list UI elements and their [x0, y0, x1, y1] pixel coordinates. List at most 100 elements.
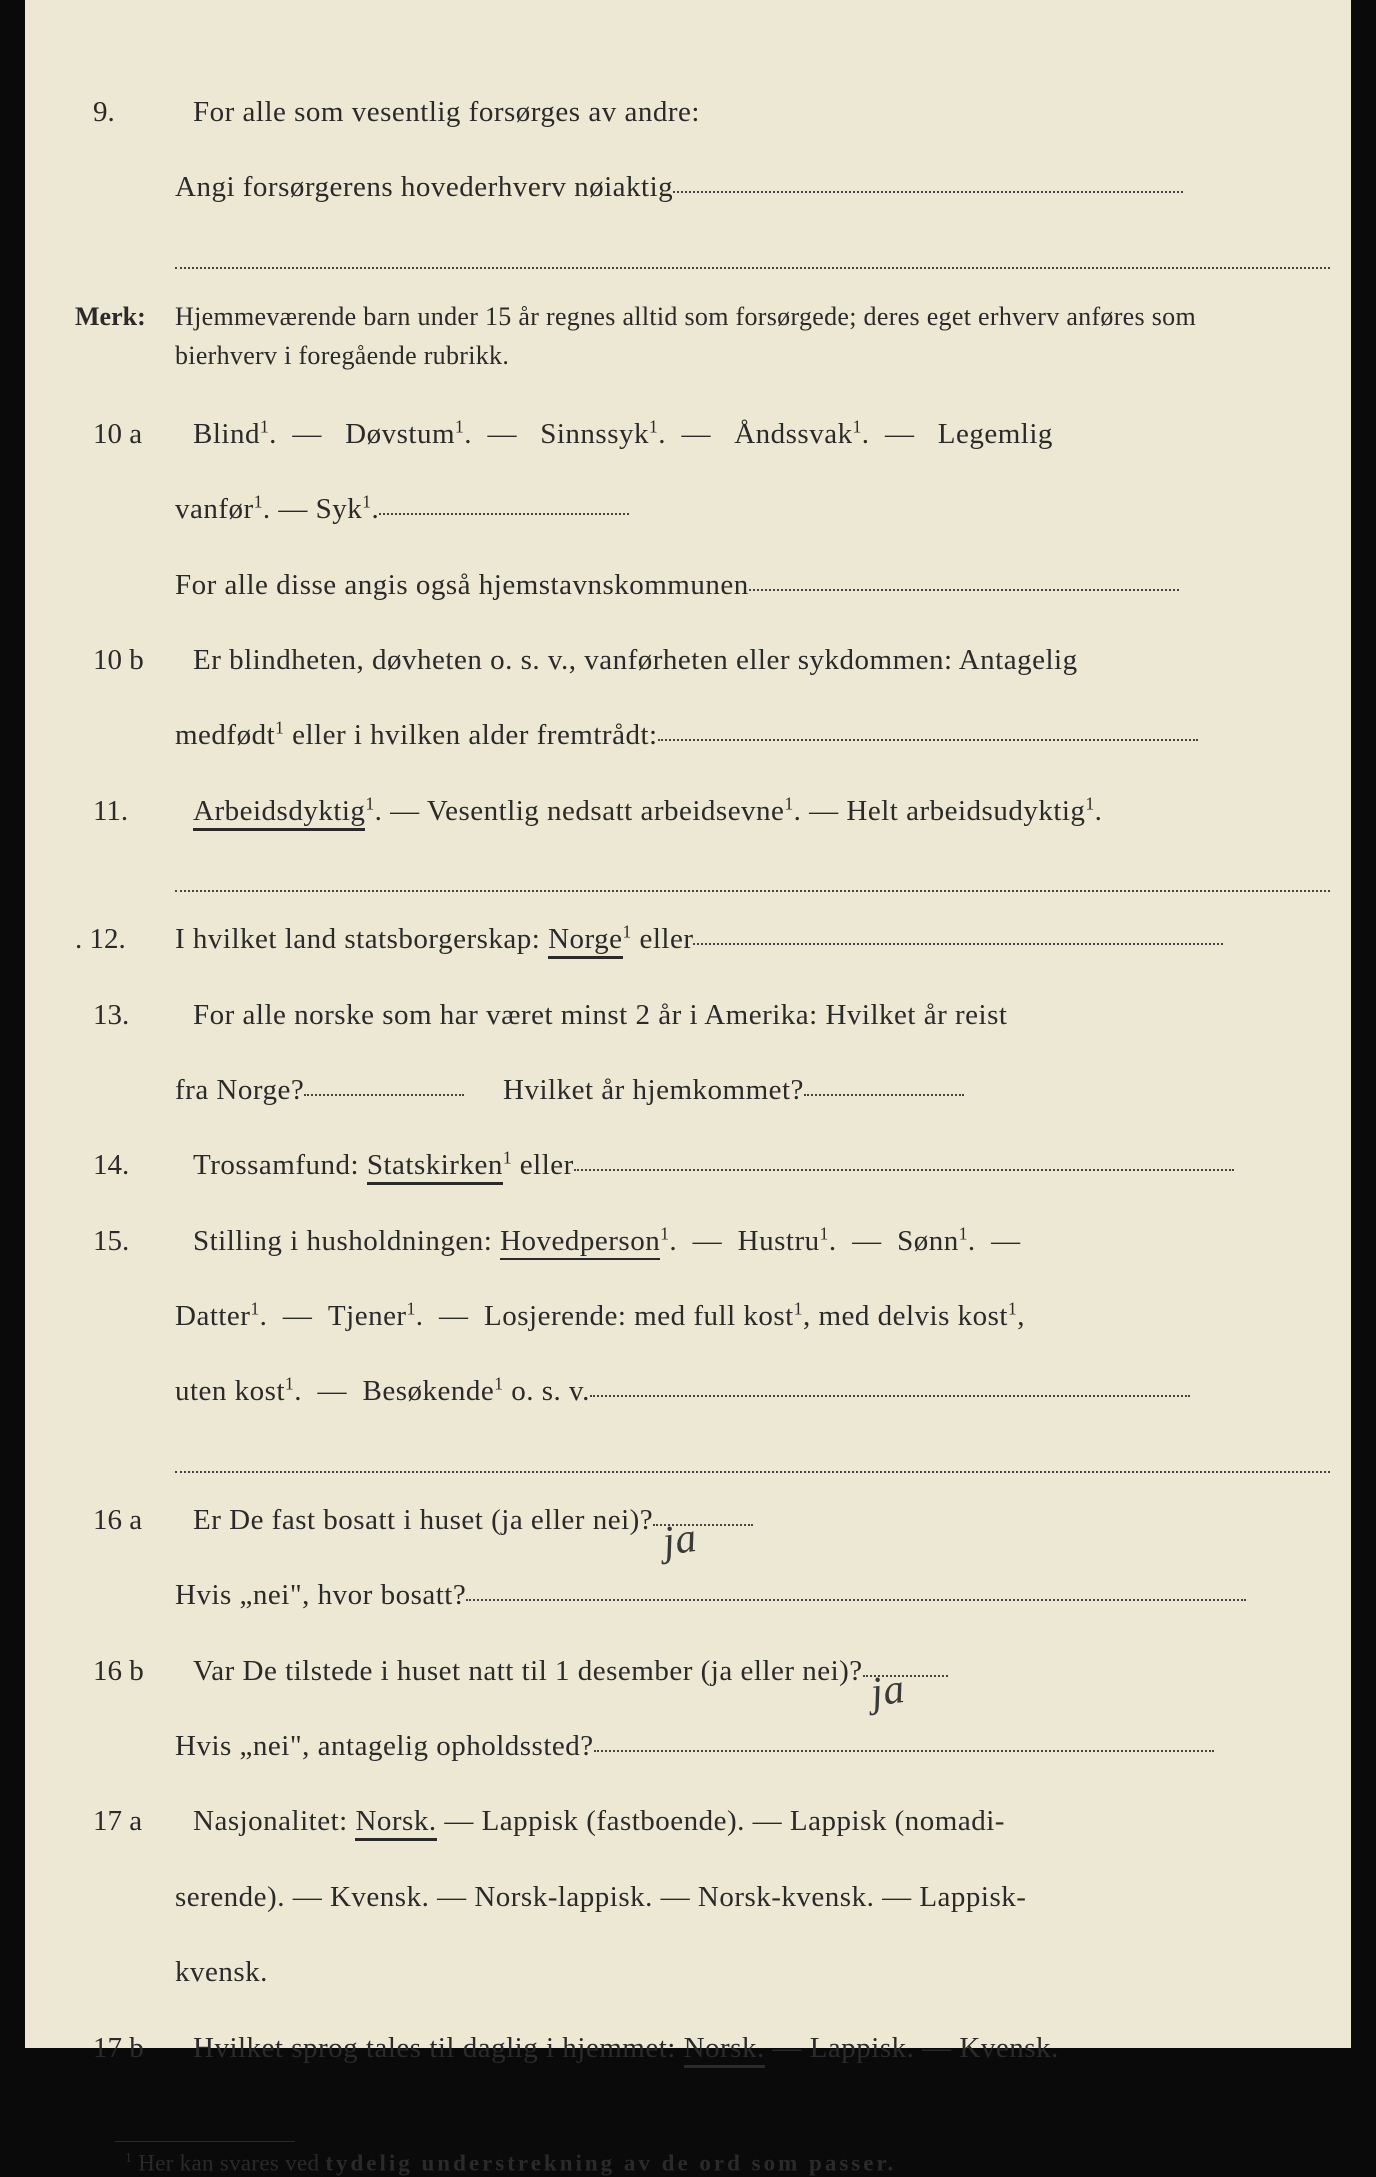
merk-row: Merk: Hjemmeværende barn under 15 år reg… [75, 297, 1291, 375]
q17a-content: Nasjonalitet: Norsk. — Lappisk (fastboen… [193, 1784, 1291, 1859]
q16b-fill1[interactable]: ja [863, 1672, 948, 1677]
q15-sonn: Sønn [897, 1225, 959, 1257]
q13-row: 13. For alle norske som har været minst … [75, 978, 1291, 1053]
q14-content: Trossamfund: Statskirken1 eller [193, 1128, 1291, 1203]
q10a-row: 10 a Blind1. — Døvstum1. — Sinnssyk1. — … [75, 397, 1291, 472]
q10a-fill1[interactable] [379, 510, 629, 515]
q13-fill2[interactable] [804, 1091, 964, 1096]
q17a-line2: serende). — Kvensk. — Norsk-lappisk. — N… [175, 1860, 1291, 1935]
q12-post: eller [632, 923, 694, 955]
q11-content: Arbeidsdyktig1. — Vesentlig nedsatt arbe… [193, 774, 1291, 849]
q16b-fill2[interactable] [594, 1747, 1214, 1752]
merk-label: Merk: [75, 297, 175, 336]
q12-norge: Norge [548, 923, 622, 959]
q10a-line2: vanfør1. — Syk1. [175, 472, 1291, 547]
q11-fill[interactable] [175, 889, 1330, 892]
q10a-line3: For alle disse angis også hjemstavnskomm… [175, 569, 749, 601]
q16b-line1: Var De tilstede i huset natt til 1 desem… [193, 1655, 863, 1687]
q15-content: Stilling i husholdningen: Hovedperson1. … [193, 1204, 1291, 1279]
q15-hustru: Hustru [738, 1225, 820, 1257]
q15-line2: Datter1. — Tjener1. — Losjerende: med fu… [175, 1279, 1291, 1354]
q9-line1: For alle som vesentlig forsørges av andr… [193, 75, 1291, 150]
q12-row: . 12. I hvilket land statsborgerskap: No… [75, 902, 1291, 977]
q16a-fill2[interactable] [466, 1596, 1246, 1601]
q17a-line3: kvensk. [175, 1935, 1291, 2010]
q15-tjener: Tjener [328, 1300, 407, 1332]
q12-content: I hvilket land statsborgerskap: Norge1 e… [175, 902, 1291, 977]
q16b-line2-wrap: Hvis „nei", antagelig opholdssted? [175, 1709, 1291, 1784]
q12-fill[interactable] [693, 940, 1223, 945]
q10a-legemlig: Legemlig [938, 418, 1053, 450]
footnote-text: Her kan svares ved [132, 2151, 325, 2176]
q15-line3: uten kost1. — Besøkende1 o. s. v. [175, 1354, 1291, 1429]
q13-fill1[interactable] [304, 1091, 464, 1096]
q15-besokende: Besøkende [362, 1375, 494, 1407]
footnote-bold: tydelig understrekning av de ord som pas… [325, 2151, 896, 2176]
q17a-norsk: Norsk. [355, 1805, 436, 1841]
q11-nedsatt: Vesentlig nedsatt arbeidsevne [427, 795, 785, 827]
q13-line1: For alle norske som har været minst 2 år… [193, 978, 1291, 1053]
q16a-line1: Er De fast bosatt i huset (ja eller nei)… [193, 1504, 653, 1536]
q16a-fill1[interactable]: ja [653, 1521, 753, 1526]
q10a-syk: Syk [316, 493, 363, 525]
q15-fill[interactable] [590, 1392, 1190, 1397]
q14-post: eller [512, 1149, 574, 1181]
merk-text: Hjemmeværende barn under 15 år regnes al… [175, 297, 1291, 375]
q10b-line1: Er blindheten, døvheten o. s. v., vanfør… [193, 623, 1291, 698]
q9-fill-2[interactable] [175, 266, 1330, 269]
q10a-line3-wrap: For alle disse angis også hjemstavnskomm… [175, 548, 1291, 623]
q17b-row: 17 b Hvilket sprog tales til daglig i hj… [75, 2011, 1291, 2086]
q16a-line2-wrap: Hvis „nei", hvor bosatt? [175, 1558, 1291, 1633]
q15-hovedperson: Hovedperson [500, 1225, 660, 1260]
q11-row: 11. Arbeidsdyktig1. — Vesentlig nedsatt … [75, 774, 1291, 849]
census-form-page: 9. For alle som vesentlig forsørges av a… [25, 0, 1351, 2048]
footnote-num: 1 [125, 2150, 132, 2165]
q10a-line1: Blind1. — Døvstum1. — Sinnssyk1. — Åndss… [193, 397, 1291, 472]
q15-osv: o. s. v. [503, 1375, 589, 1407]
q10a-blind: Blind [193, 418, 260, 450]
q11-udyktig: Helt arbeidsudyktig [846, 795, 1085, 827]
q10b-fill[interactable] [658, 736, 1198, 741]
q17a-row: 17 a Nasjonalitet: Norsk. — Lappisk (fas… [75, 1784, 1291, 1859]
q10a-vanfor: vanfør [175, 493, 254, 525]
q14-fill[interactable] [574, 1166, 1234, 1171]
q13-line2-wrap: fra Norge? Hvilket år hjemkommet? [175, 1053, 1291, 1128]
q17b-content: Hvilket sprog tales til daglig i hjemmet… [193, 2011, 1291, 2086]
q13-line2a: fra Norge? [175, 1074, 304, 1106]
q12-pre: I hvilket land statsborgerskap: [175, 923, 548, 955]
q15-datter: Datter [175, 1300, 250, 1332]
q17b-norsk: Norsk. [684, 2032, 765, 2068]
q10b-medfodt: medfødt [175, 719, 275, 751]
q15-uten: uten kost [175, 1375, 285, 1407]
q15-pre: Stilling i husholdningen: [193, 1225, 500, 1257]
q10a-number: 10 a [75, 397, 193, 472]
footnote-rule [115, 2141, 295, 2142]
q13-number: 13. [75, 978, 193, 1053]
q9-line2: Angi forsørgerens hovederhverv nøiaktig [175, 171, 673, 203]
q16b-line2: Hvis „nei", antagelig opholdssted? [175, 1730, 594, 1762]
q15-delvis: , med delvis kost [803, 1300, 1008, 1332]
q9-number: 9. [75, 75, 193, 150]
q11-number: 11. [75, 774, 193, 849]
q16a-content: Er De fast bosatt i huset (ja eller nei)… [193, 1483, 1291, 1558]
q16a-line2: Hvis „nei", hvor bosatt? [175, 1579, 466, 1611]
q14-number: 14. [75, 1128, 193, 1203]
q17a-rest1: — Lappisk (fastboende). — Lappisk (nomad… [437, 1805, 1005, 1837]
q13-line2b: Hvilket år hjemkommet? [503, 1074, 804, 1106]
q10a-fill2[interactable] [749, 586, 1179, 591]
q16b-number: 16 b [75, 1634, 193, 1709]
q14-pre: Trossamfund: [193, 1149, 367, 1181]
q17a-number: 17 a [75, 1784, 193, 1859]
q10a-dovstum: Døvstum [345, 418, 455, 450]
q9-fill[interactable] [673, 188, 1183, 193]
footnote: 1 Her kan svares ved tydelig understrekn… [125, 2150, 1291, 2177]
q15-number: 15. [75, 1204, 193, 1279]
q15-losjerende: Losjerende: med full kost [484, 1300, 794, 1332]
q12-number: . 12. [75, 902, 175, 977]
q15-fill2[interactable] [175, 1470, 1330, 1473]
q17a-pre: Nasjonalitet: [193, 1805, 355, 1837]
q10b-number: 10 b [75, 623, 193, 698]
q11-arbeidsdyktig: Arbeidsdyktig [193, 795, 365, 831]
q10b-row: 10 b Er blindheten, døvheten o. s. v., v… [75, 623, 1291, 698]
q14-statskirken: Statskirken [367, 1149, 503, 1185]
